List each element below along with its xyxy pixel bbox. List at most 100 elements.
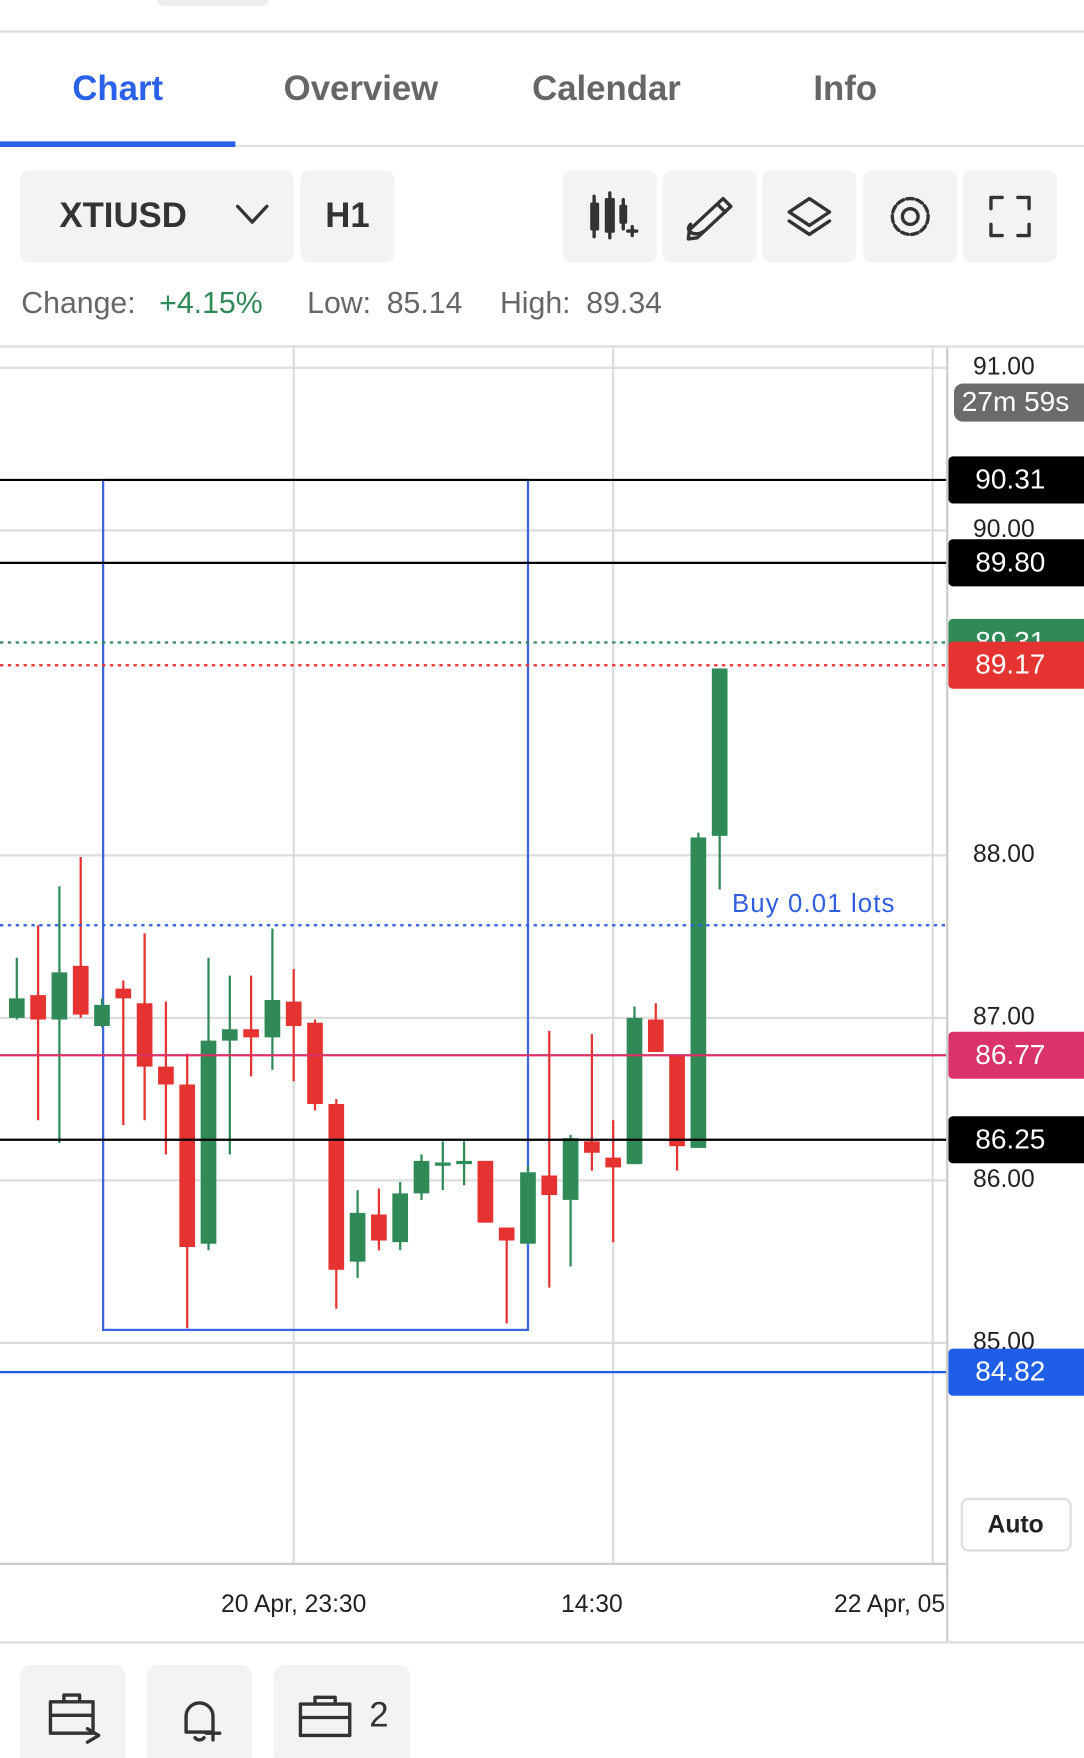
button-bg — [863, 170, 958, 263]
candle-body — [392, 1193, 409, 1243]
candle-body — [456, 1160, 472, 1165]
icon — [590, 191, 639, 240]
button-bg — [762, 170, 857, 263]
chevron — [235, 204, 269, 224]
countdown: 27m 59s — [953, 383, 1084, 422]
time-label: 20 Apr, 23:30 — [221, 1591, 366, 1618]
candle-body — [690, 837, 707, 1148]
y-tick-label: 90.00 — [973, 516, 1035, 543]
icon — [184, 1701, 222, 1742]
tab[interactable]: Overview — [284, 70, 440, 108]
candle-body — [626, 1017, 643, 1165]
candle-body — [8, 998, 25, 1018]
order-label: Buy 0.01 lots — [732, 890, 896, 918]
y-tick-label: 91.00 — [973, 353, 1035, 380]
timeframe-button[interactable]: H1 — [300, 170, 395, 263]
price-tag-label: 84.82 — [975, 1356, 1045, 1387]
candle-body — [541, 1175, 558, 1196]
tab[interactable]: Info — [813, 70, 877, 108]
time-label: 22 Apr, 05 — [834, 1591, 945, 1618]
candle-body — [562, 1138, 579, 1200]
candle-body — [349, 1212, 366, 1262]
price-tag-label: 90.31 — [975, 463, 1045, 494]
price-tag — [948, 539, 1084, 587]
candle-body — [711, 668, 728, 836]
candle-body — [669, 1055, 685, 1147]
stat-value: 89.34 — [586, 287, 662, 320]
price-tag — [948, 1348, 1084, 1396]
countdown-bg — [953, 383, 1084, 422]
button-bg — [662, 170, 757, 263]
auto-button[interactable]: Auto — [960, 1497, 1072, 1552]
button-bg — [273, 1664, 411, 1758]
layers-button[interactable] — [762, 170, 857, 263]
axis-mask — [948, 1580, 1084, 1637]
candle-body — [520, 1172, 536, 1244]
candle-body — [179, 1084, 196, 1248]
candle-body — [200, 1040, 217, 1244]
stat-value: 85.14 — [387, 287, 463, 320]
candle-body — [115, 988, 132, 999]
candle-body — [264, 999, 281, 1038]
icon — [686, 196, 733, 241]
time-label: 14:30 — [561, 1591, 623, 1618]
price-tag-label: 86.25 — [975, 1123, 1045, 1154]
positions-button[interactable]: 2 — [273, 1664, 411, 1758]
y-tick-label: 86.00 — [973, 1166, 1035, 1193]
candle-body — [136, 1003, 153, 1067]
candle-body — [413, 1160, 430, 1194]
fullscreen-button[interactable] — [962, 170, 1058, 263]
stat-value: +4.15% — [159, 287, 262, 320]
tab[interactable]: Calendar — [532, 70, 681, 108]
candle-body — [605, 1157, 622, 1168]
price-axis: 91.0090.0088.0087.0086.0085.0090.3189.80… — [948, 353, 1084, 1396]
settings-button[interactable] — [863, 170, 958, 263]
price-tag — [948, 456, 1084, 504]
button-bg — [960, 1497, 1072, 1552]
candle-body — [285, 1001, 302, 1026]
tab[interactable]: Chart — [72, 70, 163, 108]
trade-button[interactable] — [20, 1664, 126, 1758]
icon — [890, 196, 930, 237]
grid — [0, 347, 948, 1564]
candle-body — [94, 1004, 110, 1026]
candle-body — [307, 1022, 323, 1105]
indicators-button[interactable] — [562, 170, 657, 263]
symbol: XTIUSD — [59, 197, 186, 235]
icon — [900, 206, 920, 227]
auto-label: Auto — [988, 1511, 1044, 1538]
countdown-text: 27m 59s — [962, 386, 1069, 417]
price-tag — [948, 1116, 1084, 1164]
stat-label: Change: — [21, 287, 135, 320]
candle-body — [51, 972, 68, 1020]
price-tag-label: 89.17 — [975, 649, 1045, 680]
tab-indicator — [0, 141, 236, 147]
price-tag — [948, 1031, 1084, 1079]
candle-body — [243, 1029, 259, 1038]
icon — [298, 1695, 352, 1738]
draw-button[interactable] — [662, 170, 757, 263]
price-tag — [948, 641, 1084, 689]
alert-button[interactable] — [146, 1664, 253, 1758]
plot: Buy 0.01 lots — [0, 478, 948, 1374]
button-bg — [20, 1664, 126, 1758]
icon — [48, 1693, 101, 1744]
candle-body — [434, 1162, 451, 1166]
button-bg — [300, 170, 395, 263]
candle-body — [477, 1160, 494, 1223]
button-bg — [20, 170, 294, 263]
button-bg — [962, 170, 1058, 263]
button-bg — [146, 1664, 253, 1758]
symbol-button[interactable]: XTIUSD — [20, 170, 294, 263]
selection-box — [102, 478, 530, 1332]
price-tag-label: 89.80 — [975, 546, 1045, 577]
icon — [989, 195, 1031, 238]
stat-label: Low: — [307, 287, 371, 320]
candle-body — [30, 995, 46, 1020]
candle-body — [328, 1104, 345, 1270]
price-tag-label: 86.77 — [975, 1039, 1045, 1070]
icon — [787, 196, 832, 237]
stat-label: High: — [500, 287, 571, 320]
